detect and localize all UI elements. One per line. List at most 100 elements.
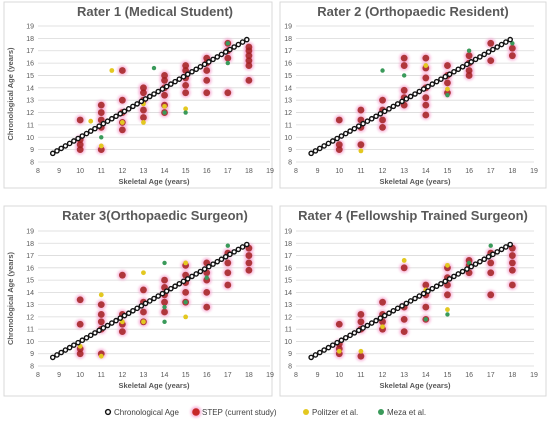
panel-frame [3,205,273,397]
x-tick-label: 19 [266,168,274,175]
y-tick-label: 18 [284,36,292,43]
chronological-age-point [113,317,119,324]
x-tick-label: 9 [316,168,320,175]
x-tick-label: 19 [530,168,538,175]
chronological-age-point [325,140,332,147]
y-tick-label: 15 [284,278,292,285]
chronological-age-point [155,293,162,299]
meza-point [510,41,515,46]
politzer-point [98,143,104,149]
y-tick-label: 9 [30,147,34,154]
chronological-age-point [360,325,366,331]
chronological-age-point [83,334,90,341]
chronological-age-point [172,283,178,290]
chart-panels: 8 9 10 11 12 13 14 15 16 17 18 19 8 9 10 11 12 13 14 15 16 17… [3,1,547,397]
chronological-age-point [485,253,492,260]
y-tick-label: 10 [284,339,292,346]
chronological-age-point [117,110,124,117]
chronological-age-point [172,78,178,85]
x-axis-label: Skeletal Age (years) [379,177,451,186]
step-point [444,291,451,299]
chronological-age-point [163,83,170,90]
x-tick-label: 11 [357,168,364,175]
chronological-age-point [403,300,410,307]
x-tick-label: 8 [36,168,40,175]
chronological-age-point [168,81,174,87]
politzer-point [141,270,146,276]
chronological-age-point [138,303,145,309]
chronological-age-point [83,130,90,137]
y-tick-label: 9 [288,147,292,154]
chronological-age-point [407,298,414,304]
meza-point [204,275,209,280]
chronological-age-point [390,103,397,110]
step-point [508,52,516,60]
chronological-age-point [125,310,132,317]
chronological-age-point [442,73,449,80]
step-point [76,350,84,358]
chronological-age-point [58,349,65,356]
x-tick-label: 8 [36,372,40,379]
chronological-age-point [180,73,187,80]
legend-marker-dot [378,409,384,415]
chronological-age-point [49,150,56,157]
chronological-age-point [412,91,418,97]
step-point [118,126,126,134]
step-point [161,308,168,316]
step-point [161,91,168,99]
chronological-age-point [176,76,183,82]
legend-item: STEP (current study) [190,406,277,418]
chronological-age-point [159,86,166,92]
x-tick-label: 17 [487,168,495,175]
chronological-age-point [189,68,195,75]
politzer-point [183,260,189,266]
chronological-age-point [364,118,371,124]
chronological-age-point [464,61,470,68]
y-tick-label: 11 [27,327,34,334]
step-point [76,296,84,304]
chronological-age-point [142,96,149,102]
x-tick-label: 12 [118,372,126,379]
chronological-age-point [151,295,157,302]
x-tick-label: 13 [400,168,408,175]
step-point [140,89,147,97]
chronological-age-point [206,263,212,270]
chronological-age-point [386,310,392,317]
meza-point [401,73,407,78]
y-tick-label: 13 [284,98,292,105]
step-point [379,123,386,131]
step-point [140,286,147,294]
y-tick-label: 14 [284,85,292,92]
step-point [400,62,408,69]
chronological-age-point [62,347,69,353]
chronological-age-point [481,51,488,58]
y-axis-label: Chronological Age (years) [6,47,15,141]
legend-item: Politzer et al. [303,408,358,417]
y-tick-label: 18 [284,241,292,248]
chronological-age-point [75,135,81,142]
chronological-age-point [227,46,233,53]
politzer-point [98,292,104,298]
x-tick-label: 18 [508,168,516,175]
chart-panel-1: 8 9 10 11 12 13 14 15 16 17 18 19 8 9 10 11 12 13 14 15 16 17… [3,1,274,189]
chronological-age-point [451,68,457,75]
step-point [422,54,430,62]
chronological-age-point [130,307,136,314]
step-point [422,303,430,311]
x-tick-label: 16 [203,168,211,175]
y-tick-label: 14 [26,290,34,297]
step-point [245,266,253,274]
step-point [335,141,343,149]
y-tick-label: 13 [284,302,292,309]
legend-item: Chronological Age [104,408,179,417]
step-point [335,116,343,124]
meza-point [151,65,157,71]
y-tick-label: 13 [26,302,34,309]
chronological-age-point [235,246,242,253]
chronological-age-point [227,251,233,258]
chronological-age-point [472,56,479,63]
y-tick-label: 15 [284,73,292,80]
chronological-age-point [159,290,166,297]
step-point [357,141,365,149]
y-tick-label: 12 [26,110,34,117]
